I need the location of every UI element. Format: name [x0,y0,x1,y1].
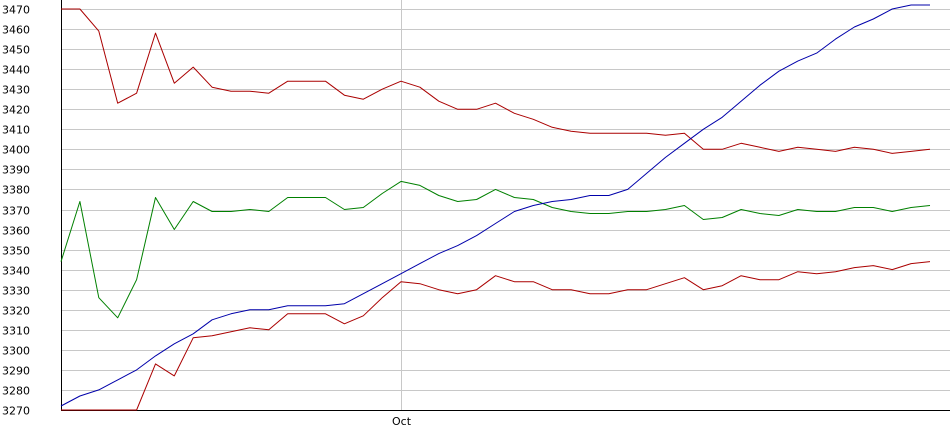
y-tick-label: 3380 [2,184,30,197]
y-tick-label: 3450 [2,44,30,57]
y-tick-label: 3470 [2,4,30,17]
y-tick-label: 3420 [2,104,30,117]
y-tick-label: 3410 [2,124,30,137]
x-axis-tick-labels: OctNov [392,415,412,428]
y-tick-label: 3310 [2,325,30,338]
series-line-1 [61,8,931,154]
y-tick-label: 3270 [2,405,30,418]
y-tick-label: 3390 [2,164,30,177]
series-lines [60,4,931,411]
y-tick-label: 3350 [2,245,30,258]
series-line-4 [60,4,930,407]
y-tick-label: 3300 [2,345,30,358]
y-tick-label: 3370 [2,205,30,218]
axes [61,0,950,411]
y-tick-label: 3330 [2,285,30,298]
y-axis-tick-labels: 3270 3280 3290 3300 3310 3320 3330 3340 3350 3360… [2,4,30,418]
series-line-3 [61,261,931,411]
y-tick-label: 3320 [2,305,30,318]
y-tick-label: 3290 [2,365,30,378]
y-tick-label: 3440 [2,64,30,77]
grid [61,0,950,411]
y-tick-label: 3360 [2,225,30,238]
series-line-2 [60,180,931,319]
y-tick-label: 3430 [2,84,30,97]
y-tick-label: 3280 [2,385,30,398]
x-tick-label: Oct [392,415,412,428]
y-tick-label: 3340 [2,265,30,278]
y-tick-label: 3400 [2,144,30,157]
y-tick-label: 3460 [2,24,30,37]
